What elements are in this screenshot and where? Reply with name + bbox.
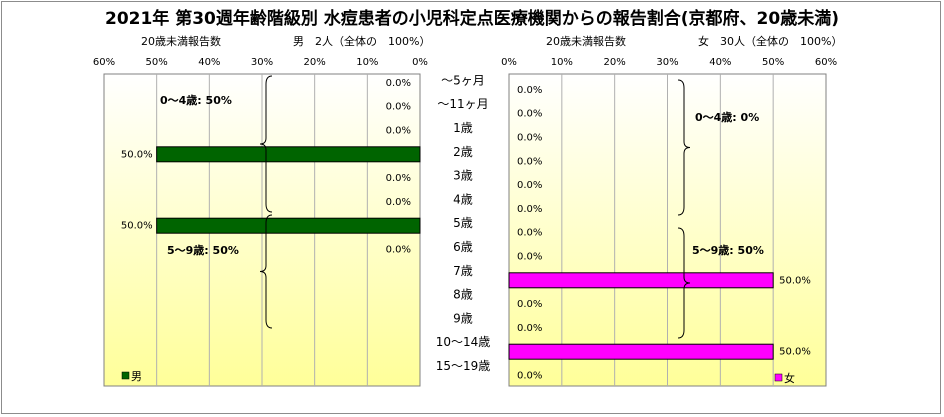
female-header-total: 女 30人（全体の 100%） (698, 34, 842, 48)
age-category-label: 5歳 (453, 216, 473, 230)
female-tick-label: 40% (709, 57, 731, 68)
male-bar (156, 146, 421, 163)
male-data-label: 0.0% (386, 126, 411, 137)
male-tick-label: 30% (251, 57, 273, 68)
age-category-label: 7歳 (453, 264, 473, 278)
female-data-label: 0.0% (517, 85, 542, 96)
female-data-label: 0.0% (517, 204, 542, 215)
female-group-brace (677, 227, 691, 339)
female-data-label: 0.0% (517, 109, 542, 120)
female-data-label: 0.0% (517, 133, 542, 144)
age-category-label: 15～19歳 (436, 359, 491, 373)
male-tick-label: 20% (304, 57, 326, 68)
female-tick-label: 30% (656, 57, 678, 68)
age-category-label: 2歳 (453, 145, 473, 159)
female-data-label: 0.0% (517, 228, 542, 239)
male-tick-label: 60% (93, 57, 115, 68)
female-bar (508, 272, 774, 289)
female-group-brace (677, 79, 691, 216)
male-tick-label: 40% (198, 57, 220, 68)
male-group-label: 0～4歳: 50% (160, 93, 232, 107)
male-data-label: 50.0% (121, 149, 153, 160)
age-category-label: 1歳 (453, 121, 473, 135)
female-tick-label: 20% (604, 57, 626, 68)
chart-title: 2021年 第30週年齢階級別 水痘患者の小児科定点医療機関からの報告割合(京都… (104, 9, 839, 29)
female-legend-swatch (774, 373, 783, 382)
age-category-label: 10～14歳 (436, 335, 491, 349)
male-group-brace (259, 214, 273, 329)
female-data-label: 50.0% (779, 347, 811, 358)
female-group-label: 0～4歳: 0% (695, 110, 759, 124)
male-data-label: 0.0% (386, 173, 411, 184)
female-data-label: 0.0% (517, 180, 542, 191)
age-category-label: ～11ヶ月 (437, 97, 488, 111)
age-category-label: 8歳 (453, 288, 473, 302)
female-tick-label: 60% (815, 57, 837, 68)
male-tick-label: 0% (412, 57, 428, 68)
age-category-label: 9歳 (453, 311, 473, 325)
male-data-label: 0.0% (386, 102, 411, 113)
female-data-label: 50.0% (779, 275, 811, 286)
female-tick-label: 50% (762, 57, 784, 68)
female-bar (508, 343, 774, 360)
female-tick-label: 0% (501, 57, 517, 68)
male-header-total: 男 2人（全体の 100%） (293, 34, 430, 48)
age-category-label: 4歳 (453, 192, 473, 206)
female-data-label: 0.0% (517, 156, 542, 167)
female-data-label: 0.0% (517, 299, 542, 310)
male-tick-label: 50% (146, 57, 168, 68)
male-group-label: 5～9歳: 50% (167, 243, 239, 257)
female-data-label: 0.0% (517, 371, 542, 382)
female-legend-label: 女 (784, 371, 795, 385)
age-category-label: 3歳 (453, 169, 473, 183)
male-data-label: 0.0% (386, 197, 411, 208)
male-bar (156, 217, 421, 234)
female-header-label: 20歳未満報告数 (546, 35, 626, 48)
male-data-label: 0.0% (386, 245, 411, 256)
male-tick-label: 10% (356, 57, 378, 68)
male-header-label: 20歳未満報告数 (141, 35, 221, 48)
male-legend-label: 男 (131, 370, 142, 383)
age-category-label: ～5ヶ月 (441, 73, 485, 87)
female-tick-label: 10% (551, 57, 573, 68)
male-legend-swatch (121, 371, 130, 380)
male-data-label: 0.0% (386, 78, 411, 89)
female-data-label: 0.0% (517, 323, 542, 334)
male-group-brace (259, 75, 273, 213)
female-group-label: 5～9歳: 50% (692, 243, 764, 257)
age-category-label: 6歳 (453, 240, 473, 254)
female-data-label: 0.0% (517, 252, 542, 263)
male-data-label: 50.0% (121, 221, 153, 232)
